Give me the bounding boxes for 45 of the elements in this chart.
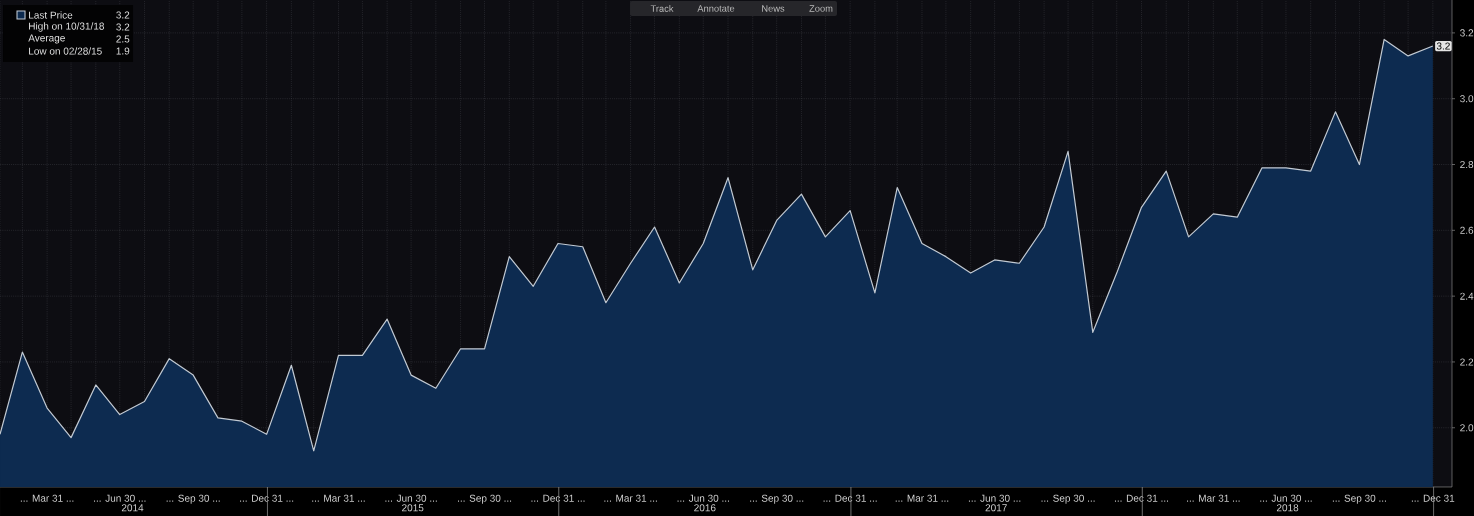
annotation: News <box>762 5 785 12</box>
x-tick-label: ... Dec 31 ... <box>240 494 294 502</box>
x-tick-label: ... Mar 31 ... <box>1187 494 1240 502</box>
data-label: 3.2 <box>1436 42 1450 50</box>
annotation: Zoom <box>809 5 833 12</box>
x-tick-label: ... Jun 30 ... <box>385 494 437 502</box>
x-tick-label: ... Dec 31 <box>1411 494 1455 502</box>
y-tick-label: 3.0 <box>1460 95 1474 103</box>
annotation: Annotate <box>697 5 735 12</box>
x-tick-label: ... Mar 31 ... <box>895 494 949 502</box>
x-tick-label: ... Dec 31 ... <box>1114 494 1168 502</box>
x-tick-label: ... Mar 31 ... <box>312 494 365 502</box>
annotation: High on 10/31/18 <box>29 22 104 32</box>
y-tick-label: 2.2 <box>1460 358 1474 366</box>
x-tick-label: ... Dec 31 ... <box>531 494 585 502</box>
y-tick-label: 2.0 <box>1460 424 1474 432</box>
y-tick-label: 2.6 <box>1460 226 1474 234</box>
y-tick-label: 2.4 <box>1460 292 1474 300</box>
x2-tick-label: 2016 <box>694 504 716 512</box>
x-tick-label: ... Sep 30 ... <box>750 494 804 504</box>
x-tick-label: ... Jun 30 ... <box>94 494 146 502</box>
annotation: 3.2 <box>116 23 130 31</box>
annotation: 1.9 <box>116 47 130 55</box>
annotation: Low on 02/28/15 <box>29 47 102 55</box>
x-tick-label: ... Sep 30 ... <box>166 494 220 504</box>
x-tick-label: ... Jun 30 ... <box>968 494 1021 502</box>
x2-tick-label: 2015 <box>402 504 424 512</box>
x-tick-label: ... Sep 30 ... <box>1332 494 1386 504</box>
x-tick-label: ... Jun 30 ... <box>677 494 729 502</box>
y-tick-label: 3.2 <box>1460 29 1474 37</box>
x-tick-label: ... Jun 30 ... <box>1260 494 1312 502</box>
x-tick-label: ... Dec 31 ... <box>823 494 877 502</box>
annotation: Track <box>650 5 674 12</box>
x-tick-label: ... Mar 31 ... <box>20 494 74 502</box>
annotation: Average <box>28 34 65 44</box>
x-tick-label: ... Sep 30 ... <box>458 494 512 504</box>
annotation: 3.2 <box>116 11 130 19</box>
x2-tick-label: 2014 <box>121 504 144 512</box>
x-tick-label: ... Mar 31 ... <box>604 494 657 502</box>
annotation: 2.5 <box>116 35 130 43</box>
y-tick-label: 2.8 <box>1460 160 1474 169</box>
x-tick-label: ... Sep 30 ... <box>1041 494 1095 504</box>
x2-tick-label: 2018 <box>1276 504 1299 512</box>
x2-tick-label: 2017 <box>985 504 1007 512</box>
legend-label: Last Price <box>29 11 73 19</box>
